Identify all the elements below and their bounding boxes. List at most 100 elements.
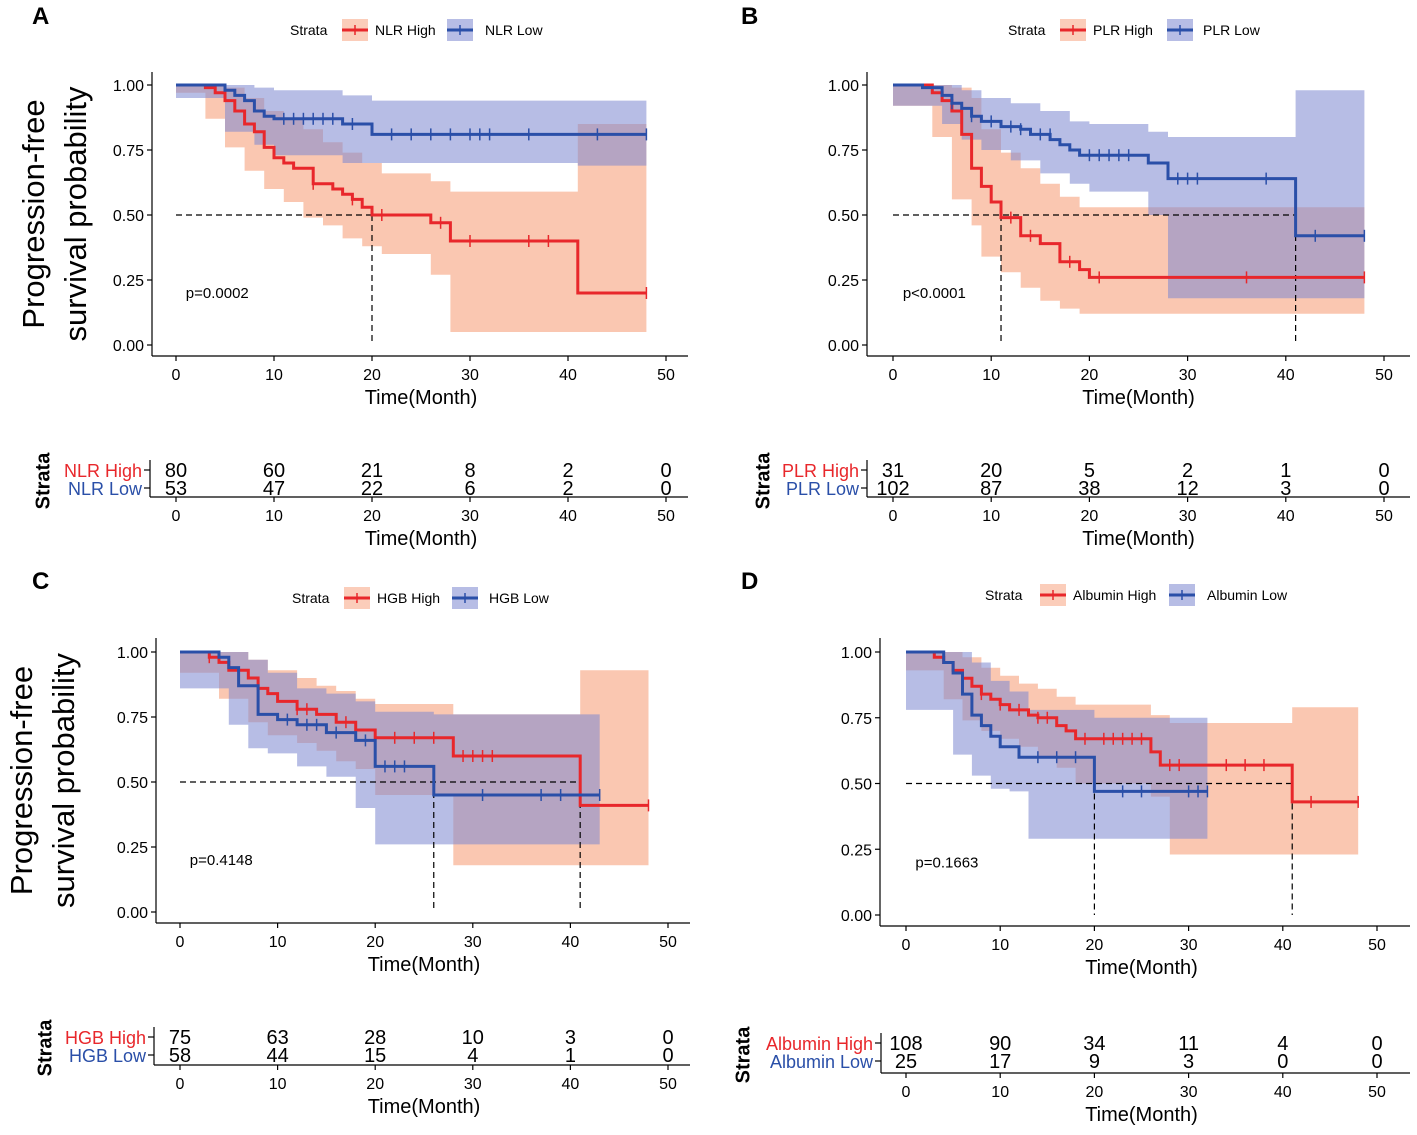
risk-table-title: Strata	[32, 452, 54, 510]
risk-count: 1	[565, 1045, 576, 1067]
risk-count: 3	[1280, 478, 1291, 500]
x-tick-label: 10	[982, 367, 1000, 384]
x-axis-title: Time(Month)	[1085, 957, 1198, 979]
risk-row-label-high: HGB High	[65, 1028, 146, 1048]
x-tick-label: 20	[363, 367, 381, 384]
risk-x-tick-label: 20	[366, 1076, 384, 1093]
y-tick-label: 1.00	[828, 78, 859, 95]
y-axis-title-line1: Progression-free	[4, 666, 39, 895]
y-tick-label: 0.25	[841, 842, 872, 859]
panel-label-d: D	[741, 568, 758, 595]
risk-count: 2	[1182, 460, 1193, 482]
risk-x-tick-label: 40	[1274, 1084, 1292, 1101]
risk-x-tick-label: 10	[982, 508, 1000, 525]
risk-count: 12	[1176, 478, 1198, 500]
risk-count: 34	[1083, 1033, 1105, 1055]
risk-count: 4	[467, 1045, 478, 1067]
legend-label-high: HGB High	[377, 590, 440, 606]
x-tick-label: 30	[1180, 937, 1198, 954]
p-value: p=0.1663	[915, 855, 978, 872]
risk-count: 60	[263, 460, 285, 482]
x-tick-label: 30	[1179, 367, 1197, 384]
x-tick-label: 0	[889, 367, 898, 384]
y-axis-title-line2: survival probability	[58, 86, 93, 341]
y-tick-label: 0.00	[117, 905, 148, 922]
panel-label-a: A	[32, 3, 49, 30]
ci-band-low	[893, 85, 1365, 299]
risk-count: 15	[364, 1045, 386, 1067]
p-value: p=0.4148	[190, 852, 253, 869]
risk-count: 0	[662, 1027, 673, 1049]
risk-x-tick-label: 30	[1179, 508, 1197, 525]
risk-x-tick-label: 10	[991, 1084, 1009, 1101]
legend-label-low: PLR Low	[1203, 22, 1261, 38]
risk-count: 0	[1277, 1051, 1288, 1073]
risk-count: 21	[361, 460, 383, 482]
risk-count: 44	[266, 1045, 288, 1067]
x-tick-label: 20	[366, 934, 384, 951]
risk-row-label-low: Albumin Low	[770, 1052, 874, 1072]
x-tick-label: 50	[659, 934, 677, 951]
risk-count: 2	[562, 460, 573, 482]
risk-x-tick-label: 30	[461, 508, 479, 525]
legend-title: Strata	[292, 590, 330, 606]
legend-title: Strata	[1008, 22, 1046, 38]
y-tick-label: 0.00	[828, 338, 859, 355]
risk-x-tick-label: 30	[464, 1076, 482, 1093]
risk-x-tick-label: 50	[1368, 1084, 1386, 1101]
x-tick-label: 0	[172, 367, 181, 384]
risk-count: 0	[1371, 1051, 1382, 1073]
risk-count: 22	[361, 478, 383, 500]
panel-c: C Strata HGB High HGB Low Progression-free su…	[0, 565, 708, 1130]
x-tick-label: 20	[1086, 937, 1104, 954]
legend-label-low: Albumin Low	[1207, 587, 1288, 603]
risk-x-tick-label: 20	[1086, 1084, 1104, 1101]
p-value: p<0.0001	[903, 285, 966, 302]
y-tick-label: 0.25	[113, 273, 144, 290]
y-axis-title-line1: Progression-free	[16, 99, 51, 328]
x-tick-label: 10	[269, 934, 287, 951]
risk-count: 38	[1078, 478, 1100, 500]
risk-count: 0	[1378, 460, 1389, 482]
risk-x-tick-label: 40	[1277, 508, 1295, 525]
risk-table-title: Strata	[732, 1026, 754, 1084]
risk-x-tick-label: 50	[1375, 508, 1393, 525]
x-tick-label: 30	[464, 934, 482, 951]
p-value: p=0.0002	[186, 285, 249, 302]
risk-row-label-low: PLR Low	[786, 479, 860, 499]
risk-count: 0	[662, 1045, 673, 1067]
risk-count: 8	[464, 460, 475, 482]
risk-table-title: Strata	[752, 452, 774, 510]
risk-count: 3	[1183, 1051, 1194, 1073]
risk-x-tick-label: 30	[1180, 1084, 1198, 1101]
risk-count: 4	[1277, 1033, 1288, 1055]
ci-band-low	[906, 652, 1208, 839]
risk-count: 1	[1280, 460, 1291, 482]
x-tick-label: 40	[1277, 367, 1295, 384]
ci-band-low	[180, 652, 600, 845]
x-tick-label: 40	[562, 934, 580, 951]
risk-count: 47	[263, 478, 285, 500]
x-tick-label: 40	[559, 367, 577, 384]
survival-line-high	[180, 650, 649, 807]
legend-title: Strata	[985, 587, 1023, 603]
risk-x-tick-label: 40	[562, 1076, 580, 1093]
risk-count: 108	[889, 1033, 922, 1055]
risk-count: 31	[882, 460, 904, 482]
risk-count: 17	[989, 1051, 1011, 1073]
risk-count: 20	[980, 460, 1002, 482]
risk-table-title: Strata	[34, 1019, 56, 1077]
y-tick-label: 1.00	[117, 645, 148, 662]
risk-x-tick-label: 0	[176, 1076, 185, 1093]
legend-label-high: Albumin High	[1073, 587, 1156, 603]
risk-count: 25	[895, 1051, 917, 1073]
x-axis-title: Time(Month)	[1082, 387, 1195, 409]
x-tick-label: 0	[902, 937, 911, 954]
risk-count: 0	[660, 478, 671, 500]
risk-row-label-low: NLR Low	[68, 479, 143, 499]
risk-count: 10	[462, 1027, 484, 1049]
